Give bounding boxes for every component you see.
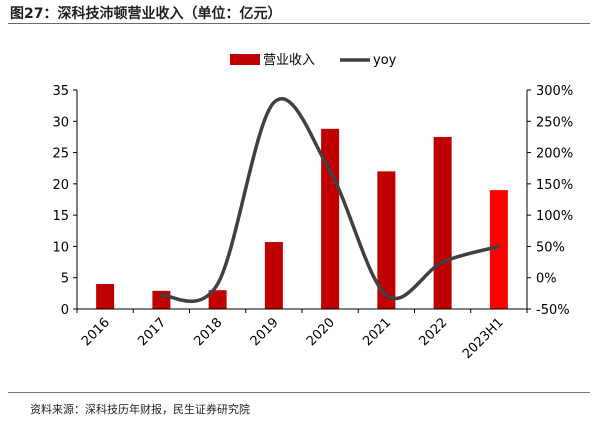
left-tick-label: 15 xyxy=(52,209,69,224)
x-tick-label-2023H1: 2023H1 xyxy=(460,315,507,362)
x-tick-label-2017: 2017 xyxy=(135,315,169,349)
bar-2019 xyxy=(264,242,283,309)
bar-series xyxy=(96,128,508,309)
right-tick-label: 100% xyxy=(536,209,573,224)
left-tick-label: 30 xyxy=(52,115,69,130)
left-tick-label: 25 xyxy=(52,147,69,162)
yoy-line-series xyxy=(159,97,501,304)
bar-2021 xyxy=(377,171,396,309)
left-tick-label: 5 xyxy=(61,272,69,287)
left-tick-label: 20 xyxy=(52,178,69,193)
left-axis: 0 5 10 15 20 25 30 35 xyxy=(52,84,78,318)
title-rule xyxy=(8,23,590,24)
x-tick-label-2018: 2018 xyxy=(191,315,225,349)
legend-swatch-revenue xyxy=(230,54,260,65)
bar-2018 xyxy=(208,290,227,309)
legend-label-yoy: yoy xyxy=(373,53,397,68)
x-tick-label-2019: 2019 xyxy=(248,315,282,349)
right-tick-label: 0% xyxy=(536,272,557,287)
left-tick-label: 35 xyxy=(52,84,69,99)
source-note: 资料来源：深科技历年财报，民生证券研究院 xyxy=(30,403,250,416)
chart-title: 图27：深科技沛顿营业收入（单位：亿元） xyxy=(10,6,282,22)
bar-2020 xyxy=(321,128,340,309)
source-rule xyxy=(8,392,590,393)
bar-2023H1 xyxy=(489,190,508,309)
x-tick-label-2021: 2021 xyxy=(360,315,394,349)
right-tick-label: 200% xyxy=(536,147,573,162)
x-tick-label-2016: 2016 xyxy=(79,315,113,349)
legend: 营业收入 yoy xyxy=(230,53,397,68)
legend-label-revenue: 营业收入 xyxy=(263,53,315,68)
right-tick-label: 300% xyxy=(536,84,573,99)
bar-2016 xyxy=(96,283,115,309)
x-tick-label-2020: 2020 xyxy=(304,315,338,349)
x-axis: 2016 2017 2018 2019 2020 2021 2022 2023H1 xyxy=(76,308,528,362)
left-tick-label: 0 xyxy=(61,303,69,318)
yoy-line xyxy=(159,97,501,304)
x-tick-label-2022: 2022 xyxy=(416,315,450,349)
right-axis: -50% 0% 50% 100% 150% 200% 250% 300% xyxy=(526,84,573,318)
right-tick-label: 150% xyxy=(536,178,573,193)
right-tick-label: -50% xyxy=(536,303,570,318)
right-tick-label: 250% xyxy=(536,115,573,130)
left-tick-label: 10 xyxy=(52,240,69,255)
right-tick-label: 50% xyxy=(536,240,565,255)
bar-2022 xyxy=(433,136,452,309)
